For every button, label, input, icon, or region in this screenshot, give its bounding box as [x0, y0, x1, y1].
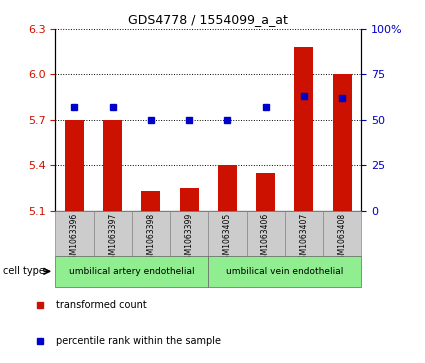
Bar [323, 211, 361, 256]
Text: GSM1063406: GSM1063406 [261, 213, 270, 264]
Bar [208, 256, 361, 287]
Text: GSM1063397: GSM1063397 [108, 213, 117, 264]
Bar [246, 211, 285, 256]
Text: GSM1063405: GSM1063405 [223, 213, 232, 264]
Bar [294, 47, 313, 211]
Bar [285, 211, 323, 256]
Bar [141, 191, 160, 211]
Text: GSM1063399: GSM1063399 [184, 213, 194, 264]
Bar [170, 211, 208, 256]
Bar [55, 211, 94, 256]
Bar [332, 74, 351, 211]
Text: umbilical artery endothelial: umbilical artery endothelial [69, 267, 195, 276]
Text: umbilical vein endothelial: umbilical vein endothelial [226, 267, 343, 276]
Text: GSM1063398: GSM1063398 [146, 213, 156, 264]
Text: percentile rank within the sample: percentile rank within the sample [56, 336, 221, 346]
Text: GSM1063407: GSM1063407 [299, 213, 309, 264]
Text: cell type: cell type [3, 266, 45, 276]
Title: GDS4778 / 1554099_a_at: GDS4778 / 1554099_a_at [128, 13, 288, 26]
Bar [218, 165, 237, 211]
Bar [55, 256, 208, 287]
Bar [132, 211, 170, 256]
Bar [208, 211, 246, 256]
Text: GSM1063408: GSM1063408 [337, 213, 347, 264]
Text: GSM1063396: GSM1063396 [70, 213, 79, 264]
Bar [94, 211, 132, 256]
Bar [65, 120, 84, 211]
Text: transformed count: transformed count [56, 300, 147, 310]
Bar [179, 188, 198, 211]
Bar [103, 120, 122, 211]
Bar [256, 173, 275, 211]
